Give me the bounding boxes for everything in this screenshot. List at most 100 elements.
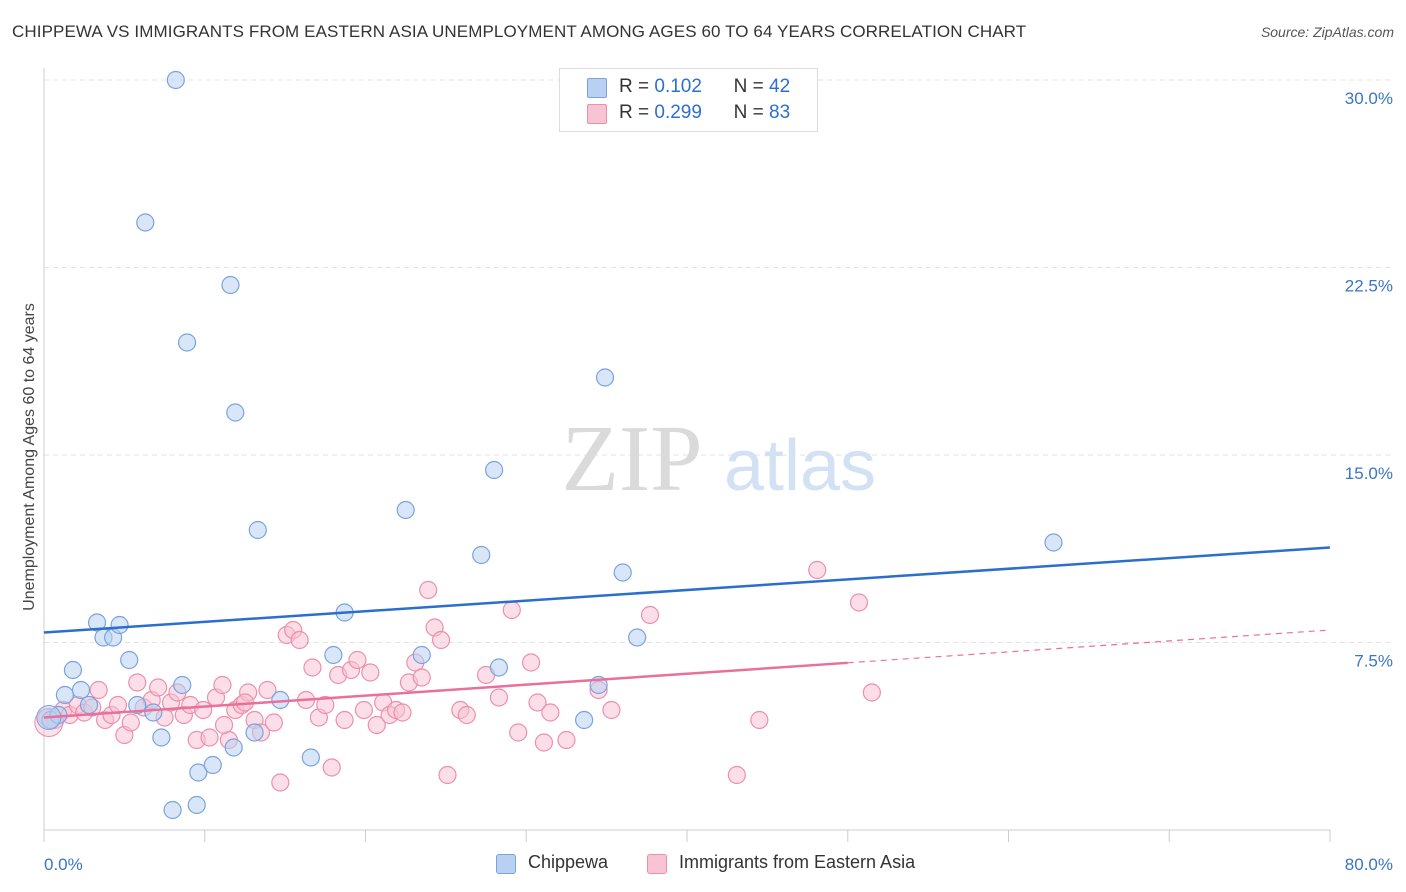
asia-point-80	[862, 683, 881, 702]
asia-point-34	[264, 713, 283, 732]
asia-point-49	[361, 663, 380, 682]
chippewa-point-22	[324, 645, 343, 665]
asia-point-45	[335, 710, 354, 730]
x-tick-label-min: 0.0%	[44, 855, 83, 874]
asia-point-65	[489, 688, 509, 707]
asia-point-75	[640, 605, 660, 625]
asia-point-57	[412, 668, 431, 687]
legend-n-label: N =	[733, 76, 764, 97]
chippewa-point-17	[203, 755, 222, 775]
legend-text-chippewa: R = 0.102 N = 42	[619, 76, 790, 98]
chippewa-point-32	[166, 70, 185, 90]
chippewa-point-24	[412, 645, 431, 665]
series-swatch-chippewa	[496, 854, 516, 874]
y-axis-label: Unemployment Among Ages 60 to 64 years	[21, 303, 38, 611]
chippewa-point-31	[1044, 533, 1063, 552]
chippewa-point-39	[485, 460, 504, 480]
asia-point-7	[89, 680, 108, 700]
asia-point-12	[121, 713, 140, 732]
chippewa-point-6	[87, 613, 107, 632]
asia-point-70	[534, 733, 554, 752]
legend-n-label: N =	[733, 102, 764, 123]
legend-n-value-asia: 83	[769, 102, 791, 123]
chippewa-point-26	[489, 658, 509, 677]
series-label-chippewa: Chippewa	[528, 852, 609, 872]
asia-point-26	[213, 675, 232, 695]
chippewa-point-16	[189, 763, 208, 782]
y-tick-label-1: 15.0%	[1345, 464, 1393, 483]
watermark-zip: ZIP	[562, 407, 703, 511]
asia-point-33	[258, 680, 277, 700]
series-swatch-asia	[647, 854, 667, 874]
y-tick-label-2: 22.5%	[1345, 277, 1393, 296]
asia-point-23	[194, 700, 213, 720]
asia-point-24	[200, 728, 219, 747]
y-tick-label-3: 30.0%	[1345, 89, 1393, 108]
chippewa-point-14	[163, 800, 182, 820]
chippewa-point-25	[472, 545, 491, 565]
asia-point-61	[438, 765, 457, 785]
chippewa-point-30	[628, 628, 647, 647]
chippewa-point-15	[173, 675, 192, 695]
chippewa-point-35	[221, 275, 240, 295]
chippewa-point-11	[128, 695, 147, 715]
correlation-legend: R = 0.102 N = 42 R = 0.299 N = 83	[559, 68, 818, 132]
legend-swatch-asia	[587, 104, 607, 124]
asia-point-63	[457, 705, 476, 725]
legend-r-label: R =	[619, 76, 650, 97]
asia-point-48	[354, 700, 373, 720]
asia-point-40	[303, 658, 322, 677]
asia-point-71	[541, 703, 560, 722]
asia-point-67	[509, 723, 528, 742]
legend-r-label: R =	[619, 102, 650, 123]
asia-point-47	[348, 650, 367, 670]
chippewa-point-19	[245, 723, 264, 742]
y-tick-label-0: 7.5%	[1354, 652, 1393, 671]
chippewa-point-12	[144, 703, 163, 722]
asia-point-77	[750, 710, 769, 730]
chippewa-point-36	[226, 403, 245, 422]
asia-point-13	[128, 673, 147, 692]
asia-point-82	[214, 715, 234, 735]
chippewa-point-10	[120, 650, 139, 670]
asia-point-50	[367, 715, 386, 735]
chippewa-point-21	[301, 748, 320, 767]
asia-point-58	[419, 580, 438, 600]
chippewa-point-33	[136, 213, 155, 232]
chippewa-point-9	[110, 615, 129, 635]
chippewa-point-34	[177, 333, 197, 352]
legend-text-asia: R = 0.299 N = 83	[619, 102, 790, 124]
watermark-atlas: atlas	[724, 426, 876, 506]
chippewa-point-37	[248, 520, 267, 540]
legend-r-value-chippewa: 0.102	[654, 76, 702, 97]
y-tick-labels: 7.5% 15.0% 22.5% 30.0%	[1345, 89, 1393, 671]
asia-point-66	[502, 600, 521, 620]
series-label-asia: Immigrants from Eastern Asia	[679, 852, 916, 872]
legend-n-value-chippewa: 42	[769, 76, 791, 97]
chippewa-point-18	[224, 738, 243, 757]
asia-point-76	[727, 765, 746, 785]
asia-point-68	[521, 653, 541, 672]
asia-point-74	[602, 700, 621, 720]
chippewa-point-3	[63, 660, 83, 680]
asia-point-42	[316, 695, 335, 715]
chippewa-point-5	[79, 695, 99, 715]
x-tick-label-max: 80.0%	[1345, 855, 1393, 874]
asia-point-72	[557, 730, 576, 750]
chippewa-point-28	[575, 710, 594, 730]
gridlines	[44, 79, 1393, 643]
asia-point-60	[431, 630, 451, 650]
chippewa-point-29	[613, 563, 632, 582]
source-label: Source: ZipAtlas.com	[1260, 24, 1394, 40]
legend-r-value-asia: 0.299	[654, 102, 702, 123]
asia-point-54	[393, 703, 412, 722]
asia-point-16	[149, 678, 168, 697]
chippewa-point-38	[396, 500, 415, 520]
asia-point-38	[290, 630, 309, 650]
trendline-chippewa	[43, 546, 1331, 634]
asia-point-79	[849, 593, 869, 612]
trendline-asia-solid	[43, 661, 848, 719]
asia-point-35	[271, 773, 290, 792]
chippewa-point-2	[55, 685, 74, 705]
